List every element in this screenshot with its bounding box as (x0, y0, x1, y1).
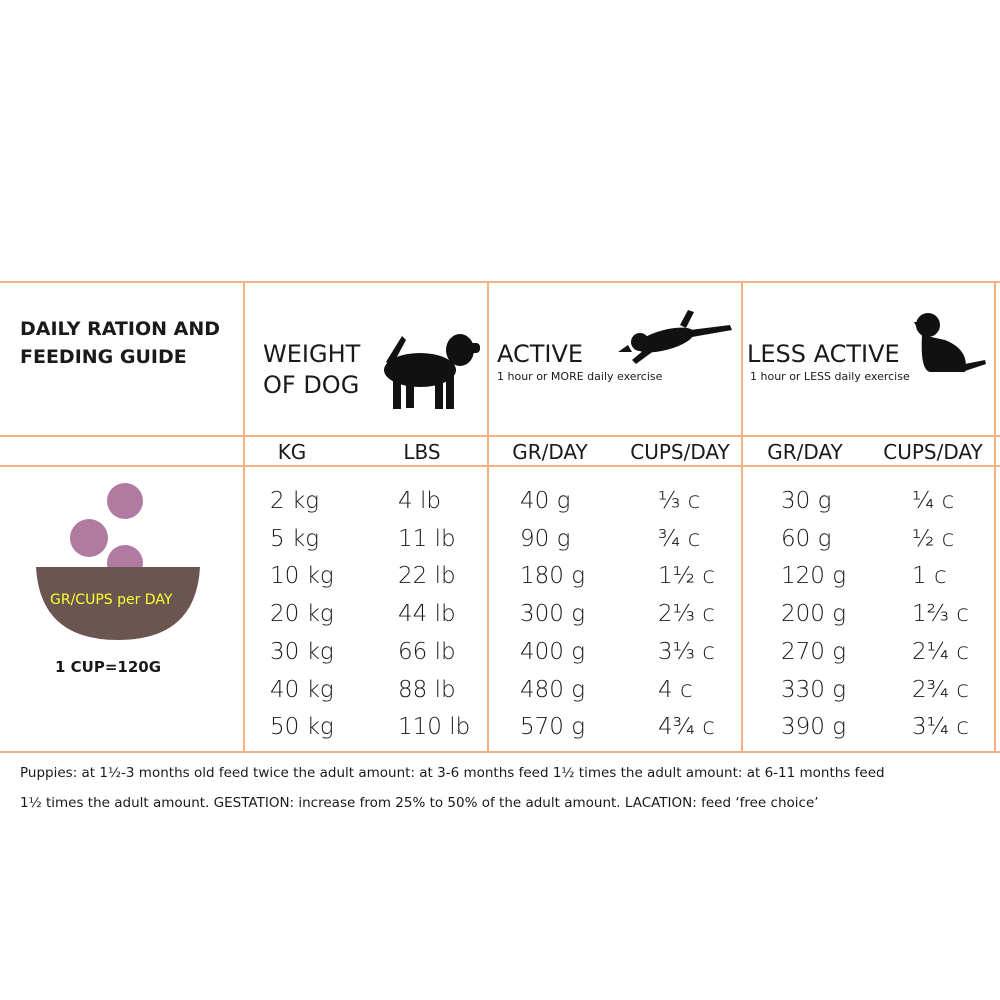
cell: 1 c (912, 563, 947, 590)
heading: OF DOG (263, 371, 360, 399)
rule (0, 281, 1000, 283)
cell: 110 lb (398, 714, 471, 741)
rule (0, 465, 1000, 467)
cell: 120 g (781, 563, 847, 590)
cell: 4 lb (398, 488, 441, 514)
heading: WEIGHT (263, 340, 361, 368)
cell: 300 g (520, 601, 586, 628)
cell: 40 kg (270, 676, 334, 703)
heading: ACTIVE (497, 340, 584, 368)
cell: 44 lb (398, 601, 456, 628)
rule (0, 751, 1000, 753)
cell: 330 g (781, 676, 847, 703)
cell: 400 g (520, 638, 586, 665)
bowl-label: GR/CUPS per DAY (50, 592, 173, 608)
cell: 2¾ c (912, 676, 969, 703)
title: DAILY RATION AND (20, 318, 221, 340)
cell: 22 lb (398, 563, 456, 590)
cell: 50 kg (270, 714, 334, 741)
cell: 2 kg (270, 488, 320, 514)
column-header: KG (277, 440, 307, 464)
cell: 10 kg (270, 563, 334, 590)
note: 1 hour or MORE daily exercise (497, 370, 663, 383)
cell: 11 lb (398, 525, 456, 552)
cell: 2¼ c (912, 638, 969, 665)
cell: ½ c (912, 525, 955, 552)
cell: 4 c (658, 676, 693, 703)
cell: 480 g (520, 676, 586, 703)
cell: 270 g (781, 638, 847, 665)
rule (487, 282, 489, 752)
cell: 180 g (520, 563, 586, 590)
cell: 88 lb (398, 676, 456, 703)
cell: 60 g (781, 525, 832, 552)
cell: 3¼ c (912, 714, 969, 741)
heading: LESS ACTIVE (747, 340, 900, 368)
cell: ⅓ c (658, 488, 701, 514)
cell: 30 kg (270, 638, 334, 665)
bowl (36, 483, 200, 640)
rule (243, 282, 245, 752)
cell: 570 g (520, 714, 586, 741)
footnote: Puppies: at 1½-3 months old feed twice t… (20, 765, 885, 781)
note: 1 hour or LESS daily exercise (750, 370, 910, 383)
cell: 3⅓ c (658, 638, 715, 665)
cell: 1½ c (658, 563, 715, 590)
column-header: CUPS/DAY (630, 440, 730, 464)
title: FEEDING GUIDE (20, 346, 187, 368)
cell: ¼ c (912, 488, 955, 514)
cell: 5 kg (270, 525, 320, 552)
cell: 1⅔ c (912, 601, 969, 628)
cell: 20 kg (270, 601, 334, 628)
cell: 200 g (781, 601, 847, 628)
column-header: GR/DAY (767, 440, 843, 464)
rule (994, 282, 996, 752)
rule (741, 282, 743, 752)
column-header: LBS (403, 440, 441, 464)
cell: 30 g (781, 488, 832, 514)
dog-standing (384, 334, 480, 409)
cell: 90 g (520, 525, 571, 552)
dog-sitting (914, 313, 986, 372)
cell: 40 g (520, 488, 571, 514)
cell: 66 lb (398, 638, 456, 665)
cell: 390 g (781, 714, 847, 741)
footnote: 1½ times the adult amount. GESTATION: in… (20, 795, 819, 811)
column-header: GR/DAY (512, 440, 588, 464)
cell: 2⅓ c (658, 601, 715, 628)
rule (0, 435, 1000, 437)
dog-running (618, 310, 732, 364)
cell: 4¾ c (658, 714, 715, 741)
cup-note: 1 CUP=120G (55, 658, 162, 676)
column-header: CUPS/DAY (883, 440, 983, 464)
cell: ¾ c (658, 525, 701, 552)
